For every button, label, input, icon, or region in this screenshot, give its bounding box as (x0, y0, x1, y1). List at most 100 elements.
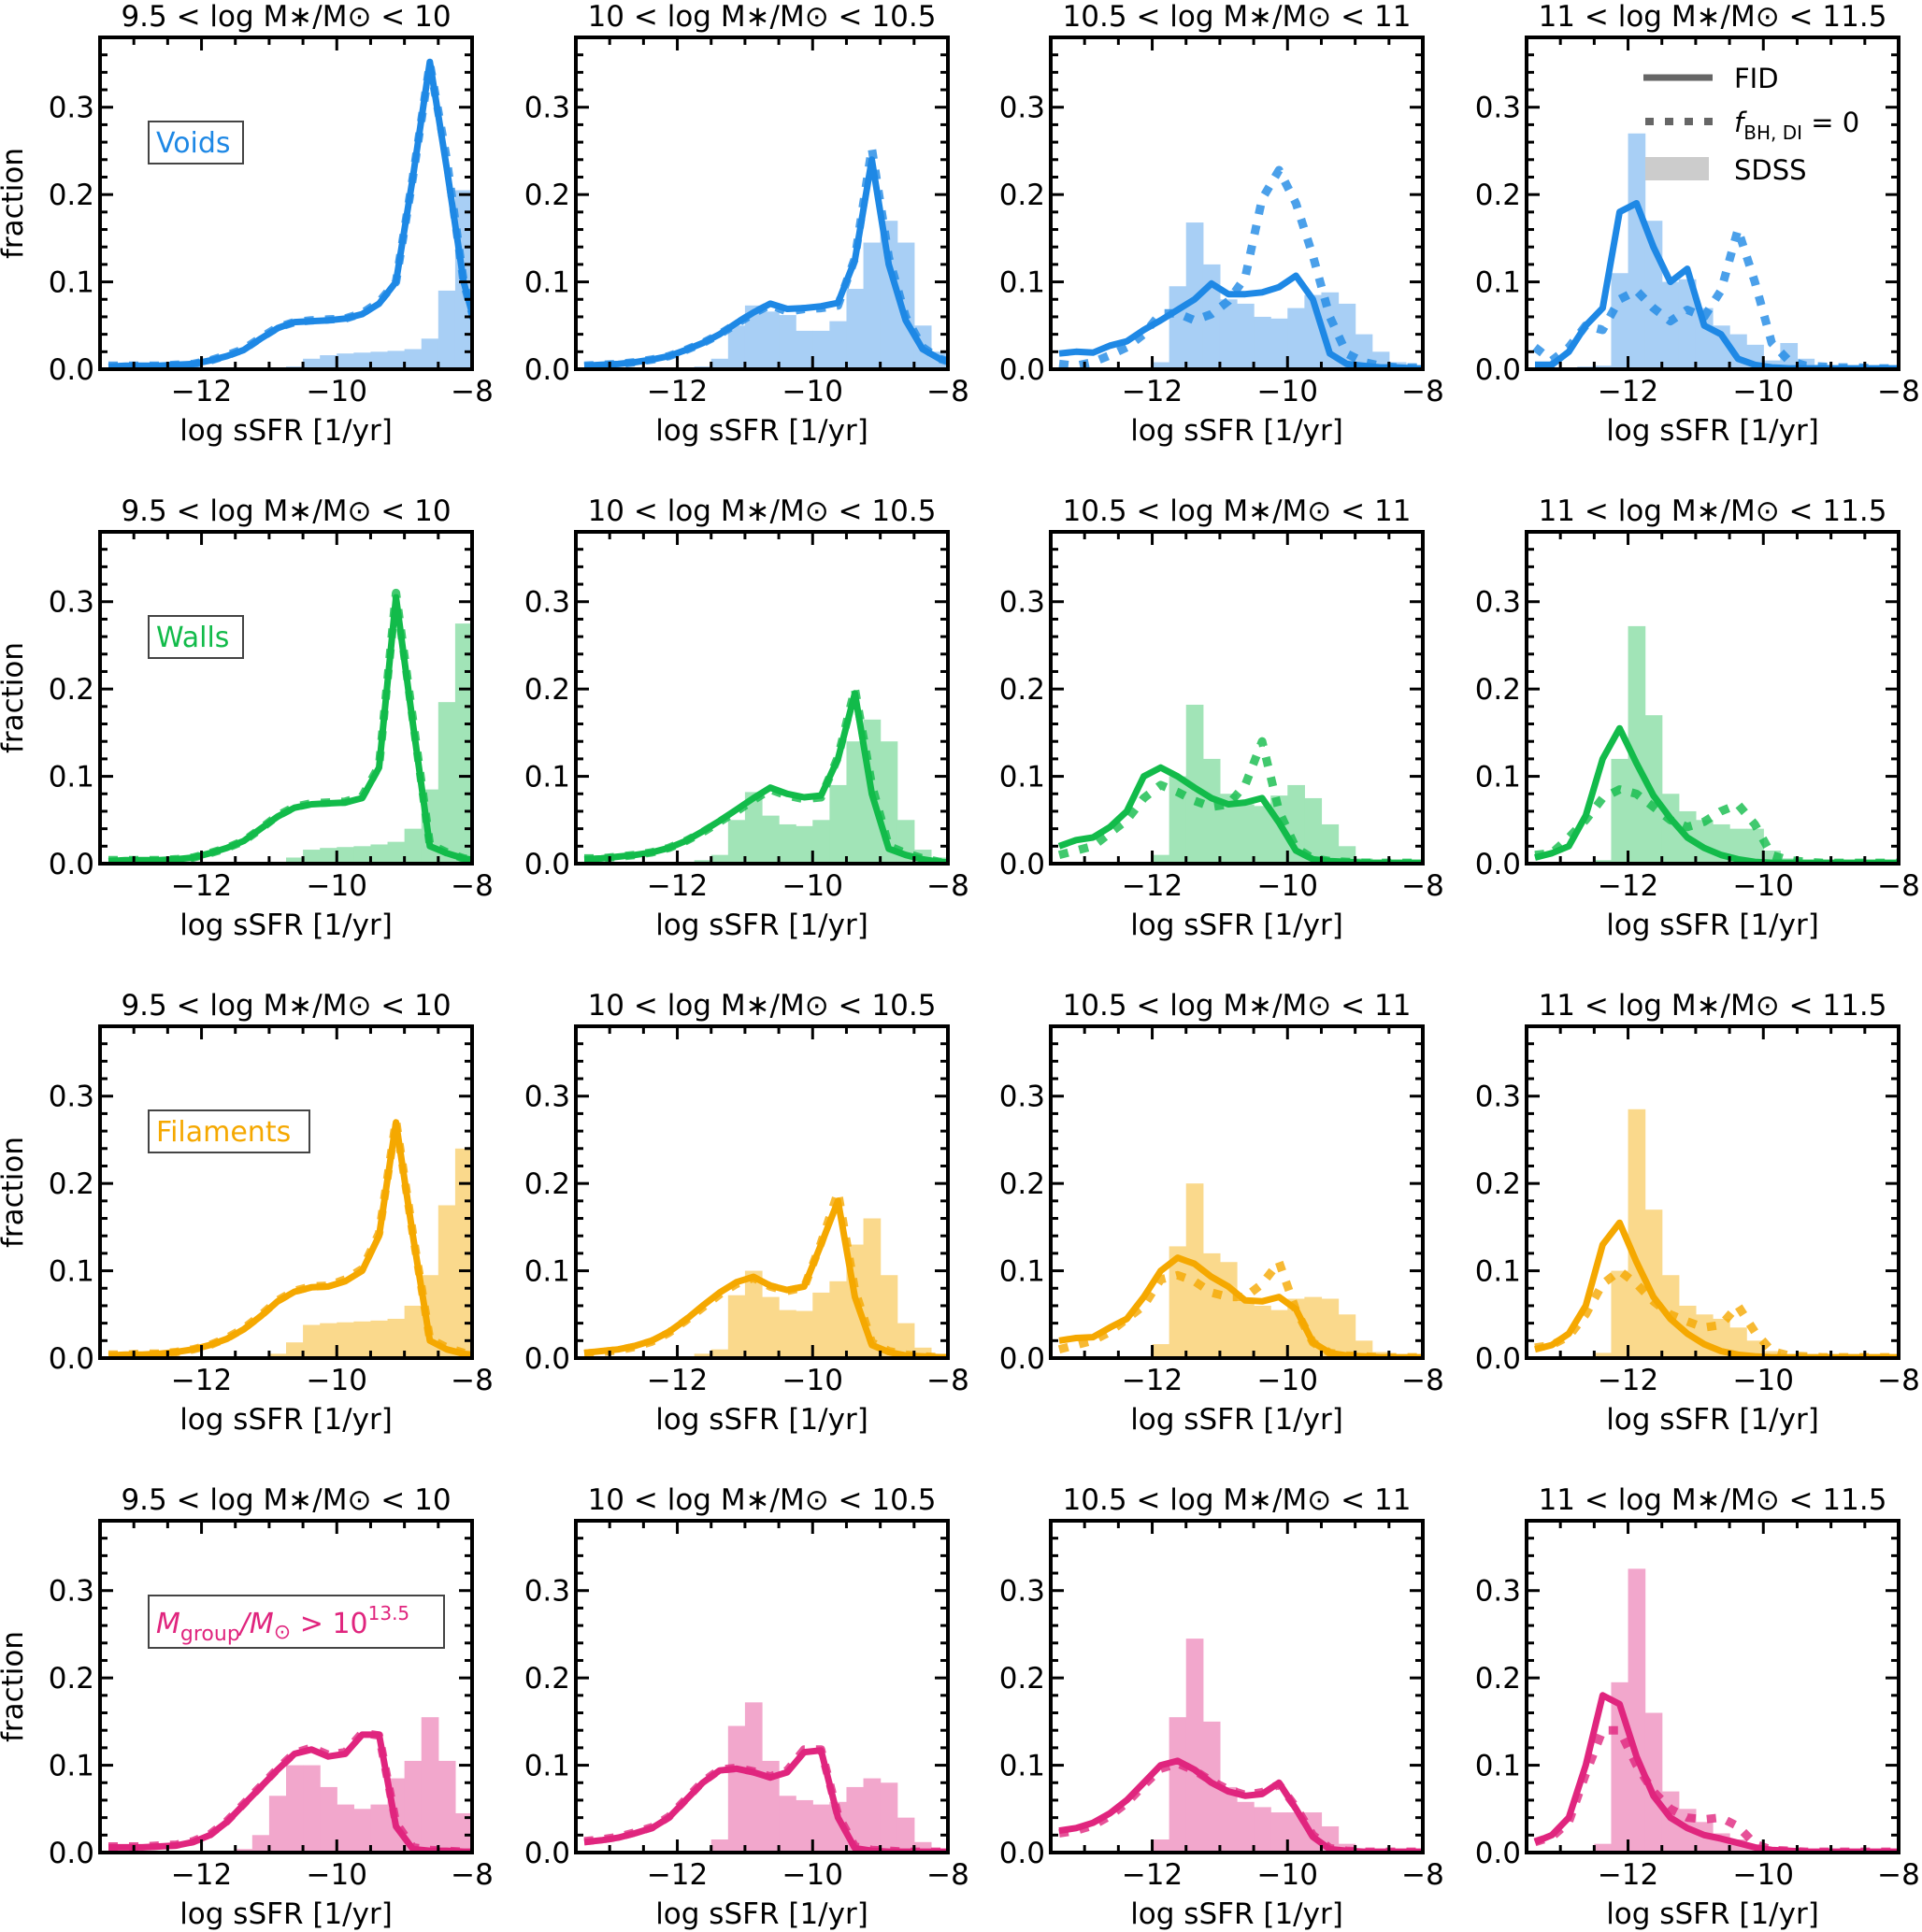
sdss-histogram-bar (320, 848, 337, 864)
sdss-histogram-bar (762, 311, 780, 369)
sdss-histogram-bar (268, 1796, 287, 1853)
sdss-histogram-bar (1899, 367, 1916, 369)
sdss-histogram-bar (829, 321, 848, 369)
sdss-histogram-bar (846, 741, 865, 864)
sdss-histogram-bar (948, 1851, 966, 1853)
sdss-histogram-bar (846, 289, 865, 369)
x-axis-label: log sSFR [1/yr] (655, 414, 868, 448)
panel-title: 9.5 < log M∗/M⊙ < 10 (121, 1483, 451, 1517)
sdss-histogram-bar (489, 1848, 507, 1853)
sdss-histogram-bar (965, 1852, 983, 1853)
sdss-histogram-bar (1321, 823, 1340, 864)
sdss-histogram-bar (744, 792, 763, 864)
y-tick-label: 0.0 (524, 353, 570, 387)
sdss-histogram-bar (1695, 1314, 1714, 1358)
panel-voids-4: −12 −10 −8 0.0 0.1 0.2 0.3 log sSFR [1/yr] 11 < … (1475, 0, 1922, 448)
x-axis-label: log sSFR [1/yr] (1130, 414, 1343, 448)
y-tick-label: 0.0 (999, 1342, 1045, 1376)
sdss-histogram-bar (472, 110, 490, 369)
y-tick-label: 0.2 (524, 673, 570, 707)
axes-frame (1525, 530, 1900, 866)
plot-area (1532, 133, 1922, 369)
y-tick-label: 0.1 (524, 761, 570, 794)
sdss-histogram-bar (1915, 367, 1922, 369)
sdss-histogram-bar (779, 315, 796, 369)
x-tick-label: −8 (451, 869, 494, 903)
panel-filaments-4: −12 −10 −8 0.0 0.1 0.2 0.3 log sSFR [1/yr] 11 < … (1475, 989, 1920, 1437)
y-tick-label: 0.1 (999, 1750, 1045, 1783)
sdss-histogram-bar (896, 1323, 915, 1358)
x-tick-label: −8 (926, 1858, 969, 1892)
y-tick-label: 0.1 (524, 266, 570, 300)
sdss-histogram-bar (744, 1702, 763, 1853)
y-tick-label: 0.3 (1475, 1575, 1521, 1609)
y-tick-label: 0.1 (49, 1255, 94, 1289)
x-tick-label: −10 (307, 375, 367, 408)
sdss-histogram-bar (1202, 758, 1221, 864)
sdss-histogram-bar (1661, 281, 1680, 369)
panel-groups-3: −12 −10 −8 0.0 0.1 0.2 0.3 log sSFR [1/yr] 10.5 … (999, 1483, 1444, 1931)
x-tick-label: −8 (1401, 1858, 1444, 1892)
axes-frame (574, 530, 950, 866)
sdss-histogram-bar (454, 1812, 472, 1853)
plot-area (583, 1702, 983, 1853)
x-axis-label: log sSFR [1/yr] (1606, 1403, 1819, 1437)
sdss-histogram-bar (268, 1353, 287, 1358)
environment-label: Walls (148, 615, 244, 659)
sdss-histogram-bar (1594, 1352, 1613, 1358)
sdss-histogram-bar (812, 330, 830, 369)
panel-title: 10.5 < log M∗/M⊙ < 11 (1063, 989, 1412, 1023)
y-tick-label: 0.1 (49, 1750, 94, 1783)
environment-label-rel: > 10 (291, 1608, 367, 1640)
sdss-histogram-bar (829, 1281, 848, 1358)
y-tick-label: 0.3 (999, 1575, 1045, 1609)
axes-frame (574, 1519, 950, 1854)
plot-area (1057, 1183, 1423, 1358)
environment-label-box (148, 1109, 310, 1153)
y-tick-label: 0.3 (49, 1575, 94, 1609)
sdss-histogram-bar (437, 702, 456, 864)
panel-title: 10 < log M∗/M⊙ < 10.5 (588, 1483, 937, 1517)
panel-walls-3: −12 −10 −8 0.0 0.1 0.2 0.3 log sSFR [1/yr] 10.5 … (999, 494, 1444, 942)
sdss-histogram-bar (437, 1205, 456, 1358)
sdss-histogram-bar (1695, 308, 1714, 369)
sdss-histogram-bar (762, 1296, 780, 1358)
legend-sdss-swatch (1645, 157, 1709, 180)
y-tick-label: 0.2 (1475, 673, 1521, 707)
sdss-histogram-bar (489, 789, 507, 864)
sdss-histogram-bar (1237, 1801, 1255, 1853)
y-axis-label: fraction (0, 1137, 30, 1248)
sdss-histogram-bar (387, 351, 406, 369)
x-tick-label: −12 (1122, 375, 1183, 408)
plot-area (583, 144, 983, 369)
y-tick-label: 0.2 (524, 1167, 570, 1201)
x-tick-label: −8 (1877, 375, 1920, 408)
sdss-histogram-bar (1169, 286, 1187, 369)
panel-title: 10 < log M∗/M⊙ < 10.5 (588, 989, 937, 1023)
sdss-histogram-bar (727, 325, 746, 369)
plot-area (1534, 625, 1899, 864)
x-axis-label: log sSFR [1/yr] (1606, 414, 1819, 448)
sdss-histogram-bar (1254, 1305, 1271, 1358)
sdss-histogram-bar (880, 1782, 898, 1853)
sdss-histogram-bar (1594, 1843, 1613, 1853)
sdss-histogram-bar (744, 305, 763, 369)
sdss-histogram-bar (965, 365, 983, 369)
y-tick-label: 0.2 (524, 1662, 570, 1696)
sdss-histogram-bar (982, 863, 999, 864)
x-axis-label: log sSFR [1/yr] (1130, 1403, 1343, 1437)
sdss-histogram-bar (1628, 133, 1646, 369)
y-tick-label: 0.3 (1475, 92, 1521, 125)
panel-filaments-3: −12 −10 −8 0.0 0.1 0.2 0.3 log sSFR [1/yr] 10.5 … (999, 989, 1444, 1437)
sdss-histogram-bar (251, 1835, 270, 1853)
x-tick-label: −10 (1257, 869, 1318, 903)
sdss-histogram-bar (1678, 279, 1697, 369)
x-tick-label: −10 (1733, 869, 1794, 903)
sdss-histogram-bar (779, 1309, 796, 1358)
sdss-histogram-bar (337, 1804, 354, 1853)
y-tick-label: 0.3 (999, 1080, 1045, 1114)
x-tick-label: −12 (1122, 1858, 1183, 1892)
sdss-histogram-bar (710, 358, 729, 369)
sdss-histogram-bar (1628, 625, 1646, 864)
